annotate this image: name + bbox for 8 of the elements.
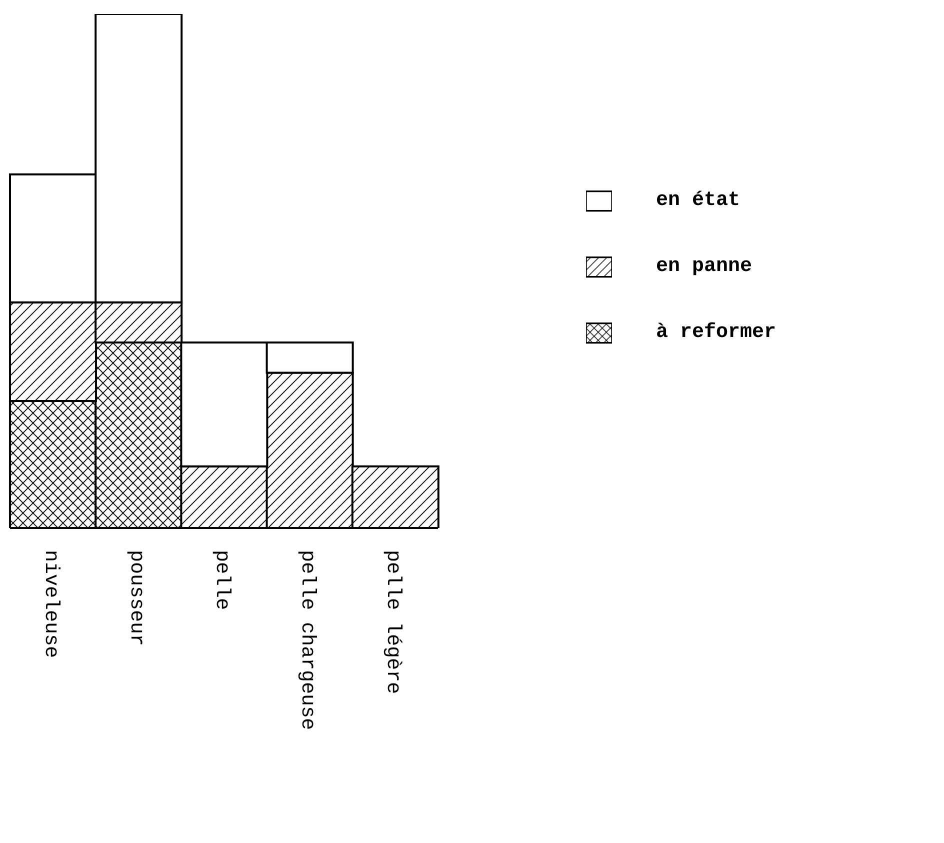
x-tick-label: pousseur [124, 550, 148, 646]
x-tick-label: pelle chargeuse [296, 550, 319, 730]
legend-label: à reformer [656, 321, 776, 344]
x-tick-label: pelle légère [381, 550, 404, 694]
legend-label: en état [656, 189, 740, 212]
x-tick-label: pelle [210, 550, 233, 610]
x-tick-label: niveleuse [38, 550, 62, 658]
legend-label: en panne [656, 255, 752, 278]
